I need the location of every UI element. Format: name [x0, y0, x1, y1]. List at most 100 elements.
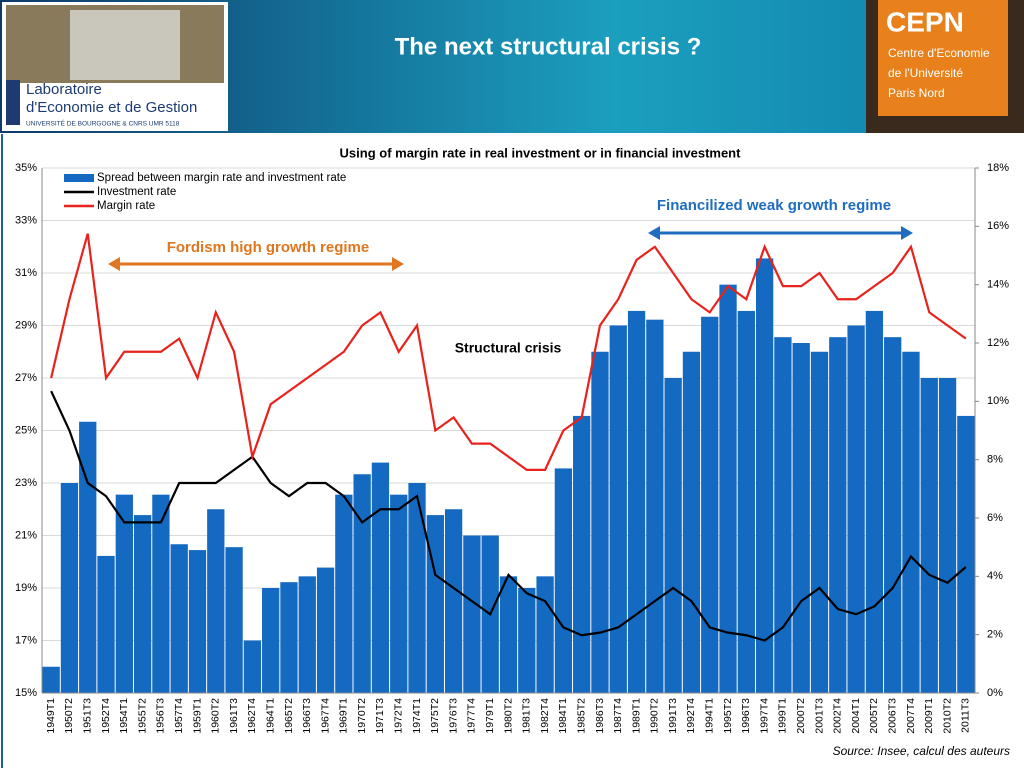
x-tick-label: 1997T4	[758, 698, 770, 734]
y-tick-label: 15%	[15, 687, 37, 699]
y2-tick-label: 12%	[987, 337, 1009, 349]
x-tick-label: 1960T2	[210, 698, 222, 734]
x-tick-label: 2010T2	[941, 698, 953, 734]
bar	[335, 494, 353, 693]
bar	[60, 483, 79, 693]
bar	[627, 310, 646, 693]
bar	[701, 316, 719, 693]
y2-tick-label: 0%	[987, 687, 1003, 699]
x-tick-label: 1980T2	[502, 698, 514, 734]
x-tick-label: 1977T4	[466, 698, 478, 734]
x-tick-label: 1962T4	[246, 698, 258, 734]
y-tick-label: 17%	[15, 634, 37, 646]
legend-swatch	[64, 174, 94, 182]
x-tick-label: 2000T2	[795, 698, 807, 734]
x-tick-label: 1970T2	[356, 698, 368, 734]
logo-mark	[6, 80, 20, 125]
x-tick-label: 1964T1	[264, 698, 276, 734]
bar	[316, 567, 335, 693]
x-tick-label: 1974T1	[411, 698, 423, 734]
x-tick-label: 1965T2	[283, 698, 295, 734]
bar	[774, 337, 792, 693]
bar	[884, 337, 902, 693]
bar	[152, 494, 170, 693]
y2-tick-label: 8%	[987, 454, 1003, 466]
x-tick-label: 2005T2	[868, 698, 880, 734]
y-tick-label: 29%	[15, 319, 37, 331]
x-tick-label: 2004T1	[850, 698, 862, 734]
x-tick-label: 1959T1	[191, 698, 203, 734]
source: Source: Insee, calcul des auteurs	[833, 744, 1010, 758]
bar	[719, 284, 737, 693]
bar	[426, 515, 444, 693]
y-tick-label: 19%	[15, 582, 37, 594]
y-tick-label: 31%	[15, 267, 37, 279]
bar	[938, 378, 957, 693]
bar	[390, 494, 408, 693]
logo-building	[70, 10, 180, 80]
x-tick-label: 1961T3	[228, 698, 240, 734]
x-tick-label: 1949T1	[45, 698, 57, 734]
bar	[609, 325, 627, 693]
logo-name: CEPN	[886, 6, 964, 37]
bar	[536, 576, 554, 693]
logo-text: de l'Université	[888, 66, 963, 80]
bar	[225, 547, 243, 693]
bar	[902, 351, 920, 693]
bar	[920, 378, 938, 693]
bar	[408, 483, 426, 693]
border	[1, 134, 3, 768]
bar	[847, 325, 865, 693]
y2-tick-label: 4%	[987, 570, 1003, 582]
line	[50, 233, 967, 471]
x-tick-label: 1986T3	[594, 698, 606, 734]
bar	[170, 544, 188, 693]
legend-label: Margin rate	[97, 200, 155, 212]
bar	[664, 378, 682, 693]
x-tick-label: 2002T4	[832, 698, 844, 734]
bar	[865, 310, 884, 693]
bar	[298, 576, 316, 693]
right-logo-box	[878, 0, 1008, 116]
bar	[518, 588, 536, 693]
bar	[79, 421, 97, 693]
x-tick-label: 2011T3	[960, 698, 972, 733]
bar	[42, 666, 60, 693]
x-tick-label: 1991T3	[667, 698, 679, 734]
x-tick-label: 1981T3	[521, 698, 533, 734]
x-tick-label: 1956T3	[155, 698, 167, 734]
x-tick-label: 1950T2	[63, 698, 75, 734]
x-tick-label: 1982T4	[539, 698, 551, 734]
bar	[115, 494, 133, 693]
bar	[97, 555, 115, 693]
bar	[262, 588, 280, 693]
bar	[463, 535, 481, 693]
y-tick-label: 21%	[15, 529, 37, 541]
x-tick-label: 1954T1	[118, 698, 130, 734]
chart-title: Using of margin rate in real investment …	[340, 145, 742, 160]
y-tick-label: 25%	[15, 424, 37, 436]
annotation: Financilized weak growth regime	[657, 197, 891, 214]
x-tick-label: 1985T2	[575, 698, 587, 734]
bar	[646, 319, 664, 693]
x-tick-label: 1957T4	[173, 698, 185, 734]
y2-tick-label: 6%	[987, 512, 1003, 524]
annotation: Fordism high growth regime	[167, 239, 370, 256]
y-tick-label: 23%	[15, 477, 37, 489]
bar	[280, 582, 298, 693]
y2-tick-label: 2%	[987, 629, 1003, 641]
bar	[243, 640, 262, 693]
y-tick-label: 35%	[15, 162, 37, 174]
x-tick-label: 1990T2	[649, 698, 661, 734]
bar	[829, 337, 847, 693]
x-tick-label: 1987T4	[612, 698, 624, 734]
logo-text: Paris Nord	[888, 86, 945, 100]
x-tick-label: 1995T2	[722, 698, 734, 734]
bar	[957, 415, 975, 693]
bar	[591, 351, 609, 693]
bar	[133, 515, 152, 693]
x-tick-label: 1999T1	[777, 698, 789, 734]
x-tick-label: 1972T4	[393, 698, 405, 734]
